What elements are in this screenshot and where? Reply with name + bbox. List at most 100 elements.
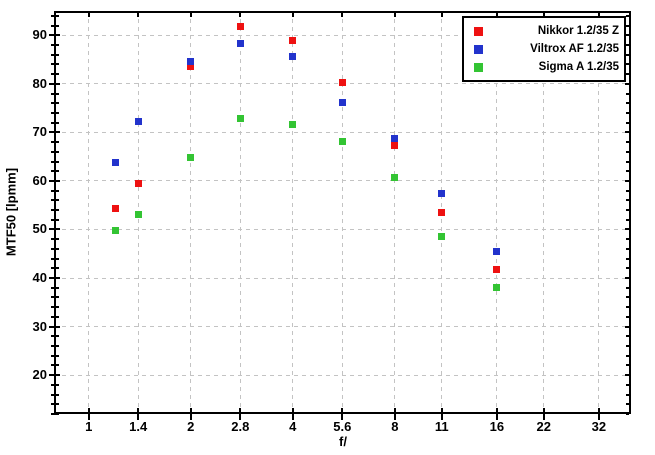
y-tick-label: 50 bbox=[32, 221, 47, 237]
y-minor-tick bbox=[51, 24, 59, 27]
y-major-tick bbox=[49, 374, 60, 377]
y-minor-tick bbox=[51, 160, 59, 163]
x-major-tick-mirror bbox=[87, 13, 90, 17]
x-tick-label: 22 bbox=[536, 419, 551, 434]
data-point bbox=[338, 99, 346, 107]
y-minor-tick-mirror bbox=[626, 111, 629, 114]
x-major-tick-mirror bbox=[440, 13, 443, 17]
y-major-tick-mirror bbox=[625, 374, 629, 377]
y-minor-tick bbox=[51, 296, 59, 299]
y-gridline bbox=[54, 374, 631, 376]
y-minor-tick bbox=[51, 306, 59, 309]
series-marker-icon bbox=[474, 26, 483, 36]
data-point bbox=[338, 137, 346, 145]
x-major-tick bbox=[137, 408, 140, 420]
y-minor-tick-mirror bbox=[626, 393, 629, 396]
x-tick-label: 2.8 bbox=[231, 419, 250, 434]
y-major-tick-mirror bbox=[625, 82, 629, 85]
y-minor-tick-mirror bbox=[626, 247, 629, 250]
y-minor-tick-mirror bbox=[626, 189, 629, 192]
y-major-tick-mirror bbox=[625, 34, 629, 37]
data-point bbox=[289, 121, 297, 129]
y-minor-tick-mirror bbox=[626, 403, 629, 406]
data-point bbox=[187, 57, 195, 65]
y-major-tick-mirror bbox=[625, 228, 629, 231]
series-marker-icon bbox=[474, 62, 483, 72]
data-point bbox=[134, 179, 142, 187]
y-minor-tick bbox=[51, 335, 59, 338]
y-major-tick-mirror bbox=[625, 131, 629, 134]
y-major-tick bbox=[49, 228, 60, 231]
y-major-tick bbox=[49, 179, 60, 182]
x-gridline bbox=[190, 11, 192, 414]
legend: Nikkor 1.2/35 Z Viltrox AF 1.2/35 Sigma … bbox=[462, 16, 626, 82]
y-major-tick bbox=[49, 325, 60, 328]
y-minor-tick bbox=[51, 170, 59, 173]
data-point bbox=[493, 265, 501, 273]
y-minor-tick bbox=[51, 111, 59, 114]
y-major-tick-mirror bbox=[625, 179, 629, 182]
y-minor-tick-mirror bbox=[626, 296, 629, 299]
x-major-tick bbox=[189, 408, 192, 420]
y-minor-tick-mirror bbox=[626, 14, 629, 17]
x-major-tick-mirror bbox=[393, 13, 396, 17]
data-point bbox=[187, 63, 195, 71]
y-minor-tick bbox=[51, 413, 59, 415]
y-major-tick bbox=[49, 34, 60, 37]
y-minor-tick bbox=[51, 364, 59, 367]
data-point bbox=[236, 115, 244, 123]
y-minor-tick-mirror bbox=[626, 150, 629, 153]
y-minor-tick bbox=[51, 257, 59, 260]
y-gridline bbox=[54, 326, 631, 328]
y-minor-tick bbox=[51, 43, 59, 46]
x-major-tick-mirror bbox=[189, 13, 192, 17]
x-gridline bbox=[341, 11, 343, 414]
x-tick-label: 5.6 bbox=[333, 419, 352, 434]
y-major-tick bbox=[49, 277, 60, 280]
data-point bbox=[112, 158, 120, 166]
data-point bbox=[112, 205, 120, 213]
x-axis-title: f/ bbox=[339, 434, 347, 449]
x-major-tick-mirror bbox=[137, 13, 140, 17]
data-point bbox=[289, 52, 297, 60]
y-minor-tick bbox=[51, 393, 59, 396]
y-minor-tick bbox=[51, 315, 59, 318]
y-minor-tick-mirror bbox=[626, 257, 629, 260]
y-minor-tick-mirror bbox=[626, 383, 629, 386]
x-tick-label: 1.4 bbox=[129, 419, 148, 434]
x-major-tick-mirror bbox=[495, 13, 498, 17]
x-gridline bbox=[239, 11, 241, 414]
y-minor-tick-mirror bbox=[626, 238, 629, 241]
legend-label: Sigma A 1.2/35 bbox=[538, 61, 619, 73]
y-minor-tick-mirror bbox=[626, 413, 629, 415]
y-minor-tick-mirror bbox=[626, 92, 629, 95]
x-major-tick bbox=[542, 408, 545, 420]
x-major-tick-mirror bbox=[291, 13, 294, 17]
y-minor-tick bbox=[51, 354, 59, 357]
y-minor-tick bbox=[51, 403, 59, 406]
data-point bbox=[493, 248, 501, 256]
y-tick-label: 80 bbox=[32, 75, 47, 91]
y-minor-tick bbox=[51, 14, 59, 17]
data-point bbox=[391, 173, 399, 181]
y-minor-tick bbox=[51, 267, 59, 270]
data-point bbox=[391, 141, 399, 149]
y-minor-tick bbox=[51, 121, 59, 124]
x-gridline bbox=[598, 11, 600, 414]
y-minor-tick bbox=[51, 150, 59, 153]
y-minor-tick bbox=[51, 141, 59, 144]
y-minor-tick bbox=[51, 247, 59, 250]
data-point bbox=[112, 226, 120, 234]
y-minor-tick-mirror bbox=[626, 160, 629, 163]
y-minor-tick bbox=[51, 189, 59, 192]
data-point bbox=[236, 39, 244, 47]
x-tick-label: 32 bbox=[591, 419, 607, 434]
data-point bbox=[134, 211, 142, 219]
x-major-tick-mirror bbox=[341, 13, 344, 17]
y-major-tick-mirror bbox=[625, 277, 629, 280]
y-minor-tick-mirror bbox=[626, 286, 629, 289]
y-minor-tick-mirror bbox=[626, 315, 629, 318]
y-minor-tick-mirror bbox=[626, 306, 629, 309]
x-gridline bbox=[496, 11, 498, 414]
y-major-tick bbox=[49, 82, 60, 85]
